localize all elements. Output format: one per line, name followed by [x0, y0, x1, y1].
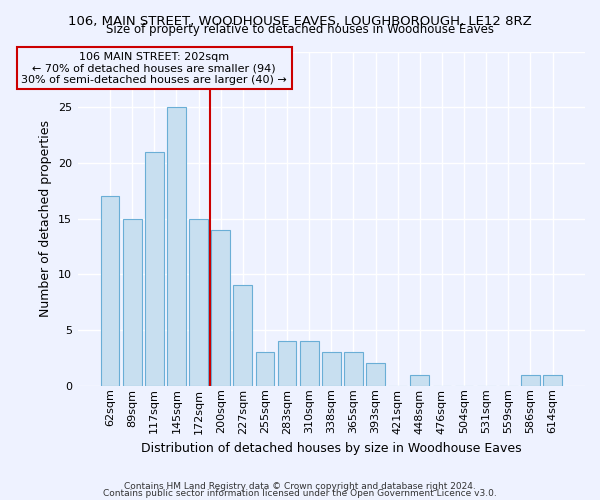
Bar — [256, 352, 274, 386]
Y-axis label: Number of detached properties: Number of detached properties — [40, 120, 52, 317]
Bar — [123, 218, 142, 386]
Bar — [101, 196, 119, 386]
Text: 106 MAIN STREET: 202sqm
← 70% of detached houses are smaller (94)
30% of semi-de: 106 MAIN STREET: 202sqm ← 70% of detache… — [22, 52, 287, 85]
Bar — [233, 286, 252, 386]
Bar — [366, 364, 385, 386]
Text: 106, MAIN STREET, WOODHOUSE EAVES, LOUGHBOROUGH, LE12 8RZ: 106, MAIN STREET, WOODHOUSE EAVES, LOUGH… — [68, 15, 532, 28]
Text: Contains public sector information licensed under the Open Government Licence v3: Contains public sector information licen… — [103, 488, 497, 498]
Bar — [322, 352, 341, 386]
Bar — [189, 218, 208, 386]
Bar — [410, 374, 429, 386]
X-axis label: Distribution of detached houses by size in Woodhouse Eaves: Distribution of detached houses by size … — [141, 442, 521, 455]
Bar — [167, 107, 186, 386]
Bar — [300, 341, 319, 386]
Bar — [278, 341, 296, 386]
Text: Contains HM Land Registry data © Crown copyright and database right 2024.: Contains HM Land Registry data © Crown c… — [124, 482, 476, 491]
Bar — [521, 374, 540, 386]
Text: Size of property relative to detached houses in Woodhouse Eaves: Size of property relative to detached ho… — [106, 22, 494, 36]
Bar — [344, 352, 363, 386]
Bar — [145, 152, 164, 386]
Bar — [211, 230, 230, 386]
Bar — [543, 374, 562, 386]
